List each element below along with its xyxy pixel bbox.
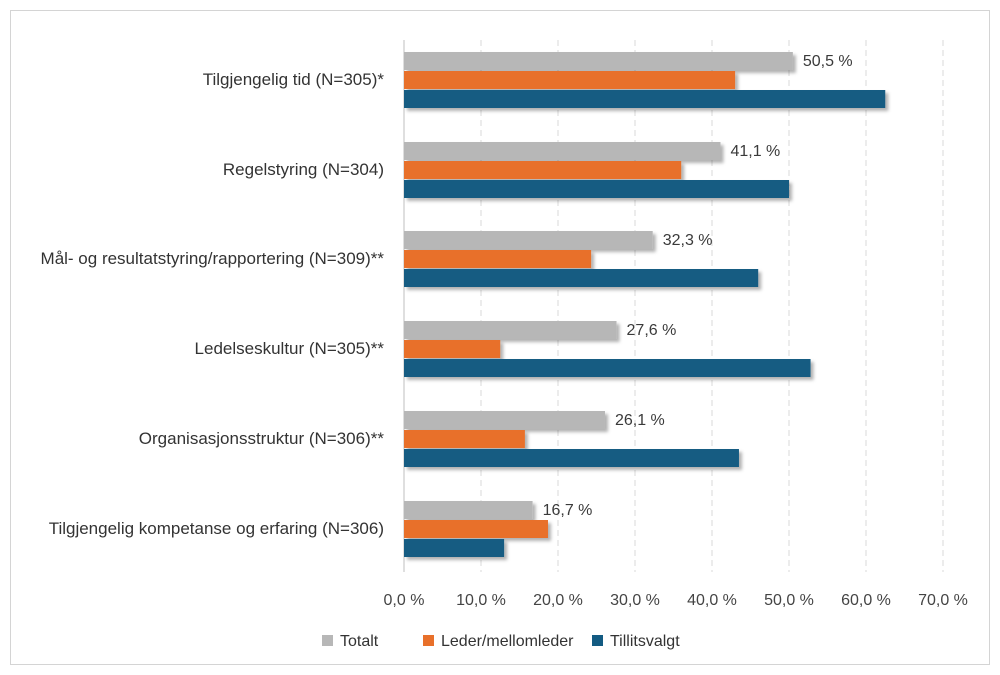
data-label: 27,6 %: [627, 322, 677, 339]
bar-totalt: [404, 501, 533, 519]
bar-leder-mellomleder: [404, 71, 736, 89]
bar-tillitsvalgt: [404, 449, 739, 467]
bar-totalt: [404, 231, 653, 249]
bar-leder-mellomleder: [404, 250, 592, 268]
bar-leder-mellomleder: [404, 161, 682, 179]
x-tick-label: 30,0 %: [610, 592, 660, 609]
bar-totalt: [404, 411, 605, 429]
legend-swatch: [423, 635, 434, 646]
data-label: 50,5 %: [803, 53, 853, 70]
bar-tillitsvalgt: [404, 539, 505, 557]
x-tick-label: 60,0 %: [841, 592, 891, 609]
bar-tillitsvalgt: [404, 180, 789, 198]
bar-leder-mellomleder: [404, 520, 548, 538]
category-label: Tilgjengelig kompetanse og erfaring (N=3…: [49, 519, 384, 538]
x-tick-label: 10,0 %: [456, 592, 506, 609]
bar-tillitsvalgt: [404, 359, 811, 377]
bar-leder-mellomleder: [404, 340, 501, 358]
x-tick-label: 50,0 %: [764, 592, 814, 609]
x-tick-label: 0,0 %: [384, 592, 425, 609]
data-label: 41,1 %: [730, 143, 780, 160]
legend-swatch: [322, 635, 333, 646]
bar-totalt: [404, 142, 721, 160]
category-label: Organisasjonsstruktur (N=306)**: [139, 429, 385, 448]
bar-tillitsvalgt: [404, 90, 886, 108]
legend-swatch: [592, 635, 603, 646]
x-tick-label: 70,0 %: [918, 592, 968, 609]
category-label: Mål- og resultatstyring/rapportering (N=…: [41, 249, 385, 268]
legend-label: Tillitsvalgt: [610, 633, 680, 650]
x-tick-label: 40,0 %: [687, 592, 737, 609]
category-label: Tilgjengelig tid (N=305)*: [203, 70, 385, 89]
bar-totalt: [404, 321, 617, 339]
category-label: Regelstyring (N=304): [223, 160, 384, 179]
data-label: 26,1 %: [615, 412, 665, 429]
bar-totalt: [404, 52, 793, 70]
data-label: 32,3 %: [663, 232, 713, 249]
bar-leder-mellomleder: [404, 430, 525, 448]
bar-tillitsvalgt: [404, 269, 759, 287]
data-label: 16,7 %: [543, 502, 593, 519]
x-tick-label: 20,0 %: [533, 592, 583, 609]
legend-label: Totalt: [340, 633, 379, 650]
legend-label: Leder/mellomleder: [441, 633, 574, 650]
category-label: Ledelseskultur (N=305)**: [195, 339, 385, 358]
